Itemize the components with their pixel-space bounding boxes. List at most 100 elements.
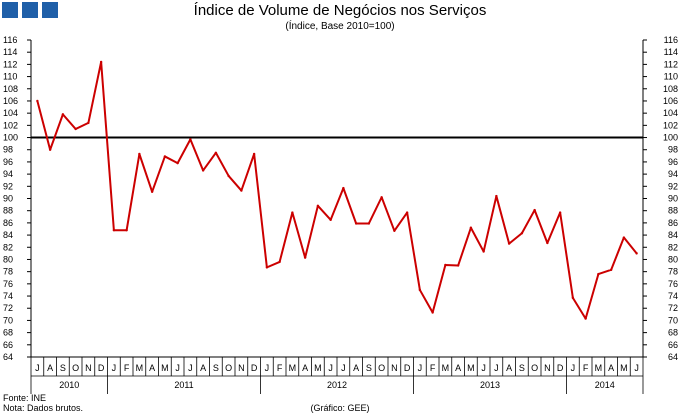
y-tick-label-right: 94	[668, 169, 678, 179]
y-tick-label-right: 100	[663, 133, 678, 143]
month-label: N	[544, 363, 551, 373]
y-tick-label-left: 66	[3, 340, 13, 350]
year-label: 2011	[174, 380, 193, 390]
month-label: J	[265, 363, 270, 373]
data-point	[405, 211, 409, 214]
year-label: 2010	[59, 380, 79, 390]
y-tick-label-right: 82	[668, 242, 678, 252]
data-point	[482, 250, 485, 253]
data-point	[303, 256, 307, 259]
footer-note: Nota: Dados brutos.	[3, 403, 83, 413]
accent-squares	[2, 2, 58, 18]
data-point	[520, 232, 524, 235]
accent-square	[22, 2, 38, 18]
month-label: O	[72, 363, 79, 373]
month-label: O	[531, 363, 538, 373]
month-label: A	[608, 363, 614, 373]
data-point	[138, 152, 141, 156]
y-tick-label-right: 110	[664, 72, 678, 82]
month-label: M	[314, 363, 322, 373]
month-label: A	[353, 363, 359, 373]
month-label: J	[494, 363, 499, 373]
data-point	[48, 148, 52, 151]
month-label: S	[60, 363, 66, 373]
data-point	[201, 169, 205, 172]
month-label: F	[124, 363, 130, 373]
accent-square	[2, 2, 18, 18]
data-point	[316, 204, 320, 208]
y-tick-label-left: 80	[3, 254, 13, 264]
y-tick-label-left: 114	[3, 47, 17, 57]
y-tick-label-right: 114	[664, 47, 678, 57]
month-label: M	[467, 363, 475, 373]
month-label: S	[519, 363, 525, 373]
data-point	[444, 263, 447, 267]
footer-credit: (Gráfico: GEE)	[310, 403, 369, 413]
y-axis-right-labels: 64 66 68 70 72 74 76 78 80 82 84 86 88 90 92 94 96 98 100 1…	[643, 35, 678, 362]
month-label: M	[289, 363, 297, 373]
month-label: S	[366, 363, 372, 373]
data-point	[418, 288, 422, 292]
y-tick-label-left: 108	[3, 84, 18, 94]
data-point	[150, 190, 154, 193]
month-label: M	[620, 363, 628, 373]
data-point	[342, 186, 345, 190]
data-point	[227, 174, 230, 178]
y-tick-label-right: 64	[668, 352, 678, 362]
month-label: M	[161, 363, 169, 373]
data-point	[278, 260, 281, 264]
data-point	[533, 208, 536, 212]
month-label: F	[430, 363, 436, 373]
axes	[30, 40, 644, 358]
y-tick-label-right: 84	[668, 230, 678, 240]
y-tick-label-left: 76	[3, 279, 13, 289]
month-label: J	[481, 363, 486, 373]
y-tick-label-right: 98	[668, 145, 678, 155]
y-tick-label-right: 102	[663, 120, 678, 130]
y-tick-label-left: 112	[3, 59, 17, 69]
month-label: F	[583, 363, 589, 373]
y-tick-label-left: 100	[3, 133, 18, 143]
y-tick-label-right: 72	[668, 303, 678, 313]
month-label: M	[442, 363, 450, 373]
y-tick-label-right: 90	[668, 194, 678, 204]
y-tick-label-right: 108	[663, 84, 678, 94]
data-point	[635, 252, 638, 255]
month-label: J	[175, 363, 180, 373]
footer-source: Fonte: INE	[3, 393, 46, 403]
data-point	[36, 99, 39, 103]
month-label: J	[328, 363, 333, 373]
y-tick-label-left: 88	[3, 206, 13, 216]
data-point	[61, 113, 65, 116]
y-tick-label-right: 112	[664, 59, 678, 69]
y-tick-label-left: 106	[3, 96, 18, 106]
data-point	[291, 211, 294, 214]
data-point	[240, 189, 243, 192]
month-label: J	[571, 363, 576, 373]
y-tick-label-left: 64	[3, 352, 13, 362]
y-tick-label-left: 96	[3, 157, 13, 167]
y-tick-label-right: 92	[668, 181, 678, 191]
month-label: A	[47, 363, 53, 373]
y-tick-label-right: 116	[664, 35, 678, 45]
month-label: N	[85, 363, 92, 373]
y-tick-label-left: 78	[3, 267, 13, 277]
data-point	[507, 242, 511, 245]
data-point	[571, 296, 575, 300]
data-point	[176, 161, 179, 165]
month-label: D	[404, 363, 411, 373]
y-tick-label-left: 86	[3, 218, 13, 228]
y-tick-label-left: 102	[3, 120, 18, 130]
month-label: A	[149, 363, 155, 373]
y-tick-label-left: 110	[3, 72, 17, 82]
series-line	[36, 60, 638, 320]
data-point	[546, 241, 549, 245]
month-label: J	[112, 363, 117, 373]
y-axis-left-labels: 64 66 68 70 72 74 76 78 80 82 84 86 88 90 92 94 96 98 100 1…	[3, 35, 31, 362]
month-label: D	[251, 363, 258, 373]
month-label: M	[136, 363, 144, 373]
month-label: J	[634, 363, 639, 373]
year-label: 2012	[327, 380, 347, 390]
month-label: A	[455, 363, 461, 373]
